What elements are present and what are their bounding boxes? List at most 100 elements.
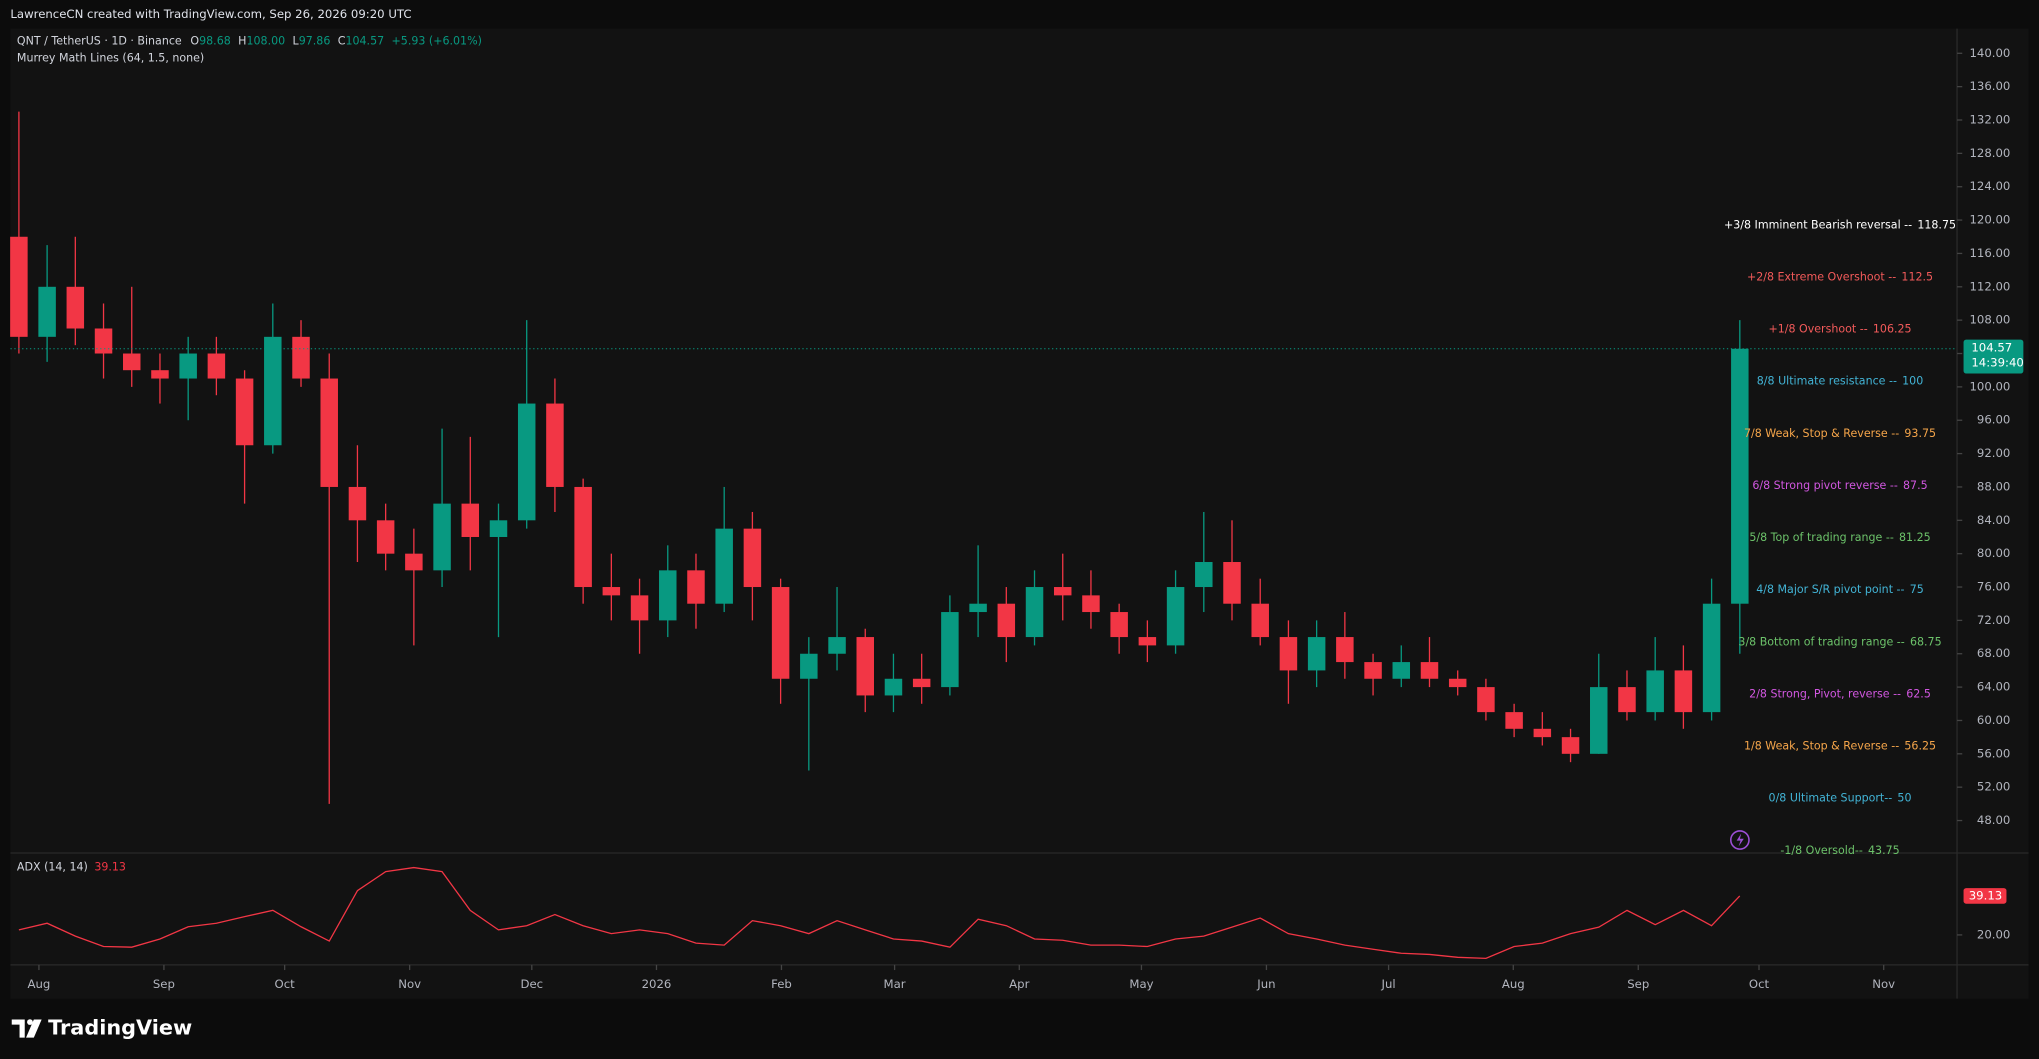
x-tick-label: Mar xyxy=(884,977,906,991)
candle-body xyxy=(1251,603,1269,638)
candle-body xyxy=(1731,348,1749,604)
x-tick-label: Aug xyxy=(28,977,51,991)
candle-body xyxy=(1336,637,1354,663)
alert-icon[interactable] xyxy=(1730,830,1750,850)
candle-body xyxy=(517,403,536,521)
candle-body xyxy=(151,370,169,379)
murrey-value: 93.75 xyxy=(1904,427,1936,440)
candle-body xyxy=(1448,678,1467,688)
murrey-level: 7/8 Weak, Stop & Reverse -- 93.75 xyxy=(1744,427,1936,440)
x-tick-label: May xyxy=(1129,977,1153,991)
candle-body xyxy=(179,353,197,379)
o-label: O xyxy=(190,35,199,48)
last-price-box xyxy=(1963,339,2024,374)
h-value: 108.00 xyxy=(246,35,285,48)
x-tick-label: Sep xyxy=(1627,977,1649,991)
x-tick-label: Oct xyxy=(1749,977,1770,991)
l-value: 97.86 xyxy=(299,35,331,48)
candle-body xyxy=(1025,587,1044,638)
credit: LawrenceCN created with TradingView.com,… xyxy=(10,7,411,21)
candle-body xyxy=(1477,687,1495,713)
candle-body xyxy=(941,612,959,688)
murrey-level: -1/8 Oversold-- 43.75 xyxy=(1780,844,1899,857)
change: +5.93 (+6.01%) xyxy=(392,35,482,48)
y-tick-label: 92.00 xyxy=(1977,446,2010,460)
murrey-label: 3/8 Bottom of trading range -- xyxy=(1738,635,1904,648)
murrey-value: 43.75 xyxy=(1868,844,1900,857)
murrey-level: 0/8 Ultimate Support-- 50 xyxy=(1769,792,1912,805)
murrey-value: 50 xyxy=(1897,792,1911,805)
adx-legend: ADX (14, 14) 39.13 xyxy=(17,860,126,873)
murrey-label: +2/8 Extreme Overshoot -- xyxy=(1747,270,1896,283)
murrey-level: 1/8 Weak, Stop & Reverse -- 56.25 xyxy=(1744,740,1936,753)
y-tick-label: 140.00 xyxy=(1969,46,2010,60)
adx-line xyxy=(18,866,1741,960)
candle-body xyxy=(574,486,592,588)
candle-body xyxy=(433,503,451,571)
murrey-value: 87.5 xyxy=(1903,479,1928,492)
murrey-value: 56.25 xyxy=(1904,740,1936,753)
x-tick-label: Feb xyxy=(771,977,792,991)
x-tick-label: Jun xyxy=(1256,977,1275,991)
candle-body xyxy=(348,486,367,521)
last-price-label: 104.57 xyxy=(1971,341,2012,355)
x-tick-label: Apr xyxy=(1009,977,1029,991)
murrey-label: +1/8 Overshoot -- xyxy=(1768,323,1867,336)
candle-body xyxy=(884,678,903,696)
murrey-level: 3/8 Bottom of trading range -- 68.75 xyxy=(1738,635,1941,648)
murrey-level: 5/8 Top of trading range -- 81.25 xyxy=(1749,531,1930,544)
candle-body xyxy=(771,587,790,679)
adx-value: 39.13 xyxy=(94,860,126,873)
candle-body xyxy=(1533,728,1552,738)
candle-body xyxy=(405,553,423,571)
alert-bolt xyxy=(1736,833,1744,847)
adx-value-label: 39.13 xyxy=(1969,888,2002,902)
y-tick-label: 100.00 xyxy=(1969,379,2010,393)
y-tick-label: 68.00 xyxy=(1977,646,2010,660)
o-value: 98.68 xyxy=(199,35,231,48)
y-tick-label: 116.00 xyxy=(1969,246,2010,260)
x-tick-label: Jul xyxy=(1381,977,1396,991)
murrey-level: +1/8 Overshoot -- 106.25 xyxy=(1768,323,1911,336)
y-tick-label: 76.00 xyxy=(1977,580,2010,594)
murrey-label: 5/8 Top of trading range -- xyxy=(1749,531,1893,544)
indicator-legend: Murrey Math Lines (64, 1.5, none) xyxy=(17,52,204,65)
candle-body xyxy=(1110,612,1128,638)
candle-body xyxy=(1082,595,1100,613)
candle-body xyxy=(1561,737,1580,754)
candle-body xyxy=(715,528,733,604)
candle-body xyxy=(122,353,141,371)
y-tick-label: 84.00 xyxy=(1977,513,2010,527)
murrey-level: +2/8 Extreme Overshoot -- 112.5 xyxy=(1747,270,1933,283)
candle-body xyxy=(264,336,282,446)
x-tick-label: Nov xyxy=(398,977,421,991)
murrey-label: 0/8 Ultimate Support-- xyxy=(1769,792,1893,805)
candle-body xyxy=(800,653,818,679)
candle-body xyxy=(1505,712,1523,729)
candle-body xyxy=(292,336,310,379)
candle-body xyxy=(1646,670,1664,713)
candle-body xyxy=(235,378,254,446)
candle-body xyxy=(1195,562,1213,588)
x-tick-label: Dec xyxy=(520,977,543,991)
candle-body xyxy=(546,403,564,487)
murrey-level: 4/8 Major S/R pivot point -- 75 xyxy=(1756,583,1924,596)
candle-body xyxy=(1053,587,1072,596)
logo-mark xyxy=(11,1019,25,1038)
candle-body xyxy=(743,528,762,588)
y-tick-label: 128.00 xyxy=(1969,146,2010,160)
murrey-value: 75 xyxy=(1910,583,1924,596)
y-tick-label: 56.00 xyxy=(1977,746,2010,760)
candle-body xyxy=(320,378,338,487)
candle-body xyxy=(1138,637,1157,646)
x-tick-label: Nov xyxy=(1872,977,1895,991)
x-tick-label: Oct xyxy=(275,977,296,991)
candle-body xyxy=(10,236,28,337)
candle-body xyxy=(1674,670,1693,713)
murrey-value: 118.75 xyxy=(1917,218,1956,231)
x-tick-label: 2026 xyxy=(642,977,672,991)
candle-body xyxy=(1279,637,1298,671)
candle-body xyxy=(630,595,649,621)
murrey-level: 2/8 Strong, Pivot, reverse -- 62.5 xyxy=(1749,687,1931,700)
c-label: C xyxy=(338,35,346,48)
